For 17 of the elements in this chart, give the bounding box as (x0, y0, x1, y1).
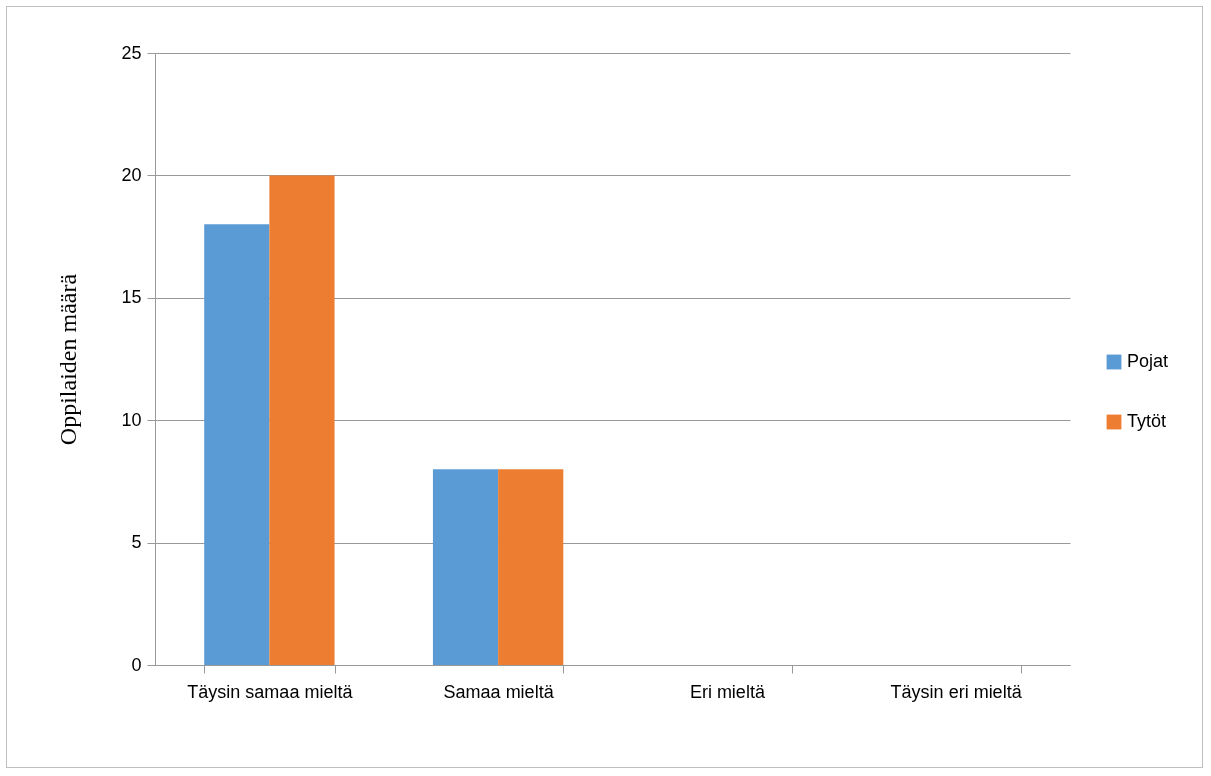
y-tick-label: 10 (121, 409, 142, 430)
legend-label: Pojat (1127, 351, 1169, 371)
y-tick-label: 5 (131, 532, 142, 553)
y-tick-label: 15 (121, 287, 142, 308)
x-tick-label: Täysin samaa mieltä (187, 681, 354, 702)
bar (204, 224, 270, 665)
y-tick-label: 25 (121, 42, 142, 63)
bar (269, 175, 335, 665)
bar (498, 469, 564, 665)
legend-label: Tytöt (1127, 411, 1167, 431)
y-tick-label: 0 (131, 654, 142, 675)
y-axis-title: Oppilaiden määrä (55, 273, 82, 446)
x-tick-label: Täysin eri mieltä (890, 681, 1023, 702)
y-tick-label: 20 (121, 164, 142, 185)
bar (432, 469, 499, 665)
x-tick-label: Samaa mieltä (443, 681, 555, 702)
x-tick-label: Eri mieltä (689, 681, 766, 702)
